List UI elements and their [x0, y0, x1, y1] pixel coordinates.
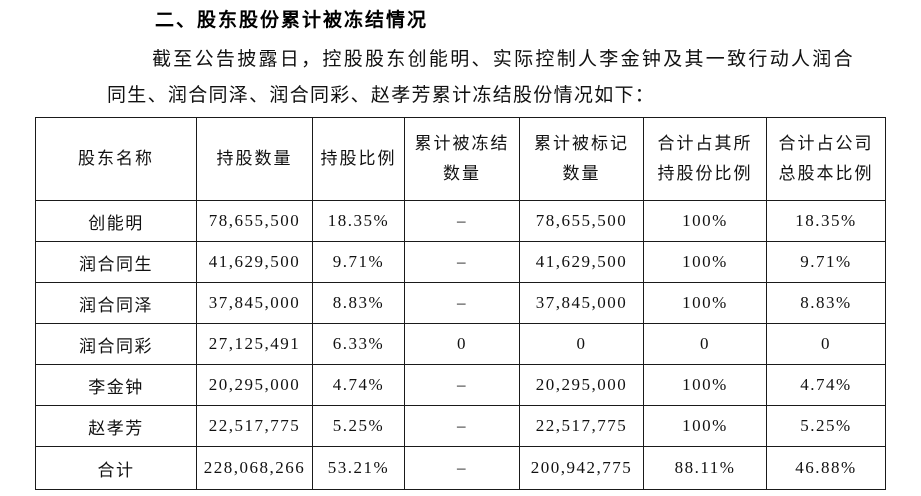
table-cell: 6.33%	[312, 323, 405, 365]
table-cell: 100%	[643, 241, 767, 283]
header-label-line1: 合计占其所	[657, 134, 753, 153]
table-cell: 37,845,000	[519, 282, 644, 324]
table-cell: –	[404, 241, 520, 283]
table-cell: 27,125,491	[196, 323, 313, 365]
table-cell: 润合同泽	[35, 282, 197, 324]
table-header: 股东名称 持股数量 持股比例 累计被冻结 数量 累计被标记 数量 合计占其所	[35, 117, 886, 201]
intro-paragraph-line-1: 截至公告披露日，控股股东创能明、实际控制人李金钟及其一致行动人润合	[152, 49, 855, 70]
table-cell: 5.25%	[312, 405, 405, 447]
table-cell: 合计	[35, 446, 197, 490]
header-label-line1: 累计被冻结	[414, 134, 510, 153]
column-header-holding-ratio: 持股比例	[312, 117, 405, 201]
header-label-line2: 总股本比例	[778, 164, 874, 183]
column-header-pct-of-held-shares: 合计占其所 持股份比例	[643, 117, 767, 201]
table-cell: 41,629,500	[519, 241, 644, 283]
table-row: 赵孝芳 22,517,775 5.25% – 22,517,775 100% 5…	[35, 405, 886, 447]
table-cell: 41,629,500	[196, 241, 313, 283]
header-label-line2: 数量	[562, 164, 601, 183]
table-row: 李金钟 20,295,000 4.74% – 20,295,000 100% 4…	[35, 364, 886, 406]
section-title: 二、股东股份累计被冻结情况	[155, 10, 429, 31]
header-label-line2: 持股份比例	[657, 164, 753, 183]
table-cell: –	[404, 282, 520, 324]
table-row: 润合同泽 37,845,000 8.83% – 37,845,000 100% …	[35, 282, 886, 324]
column-header-frozen-total: 累计被冻结 数量	[404, 117, 520, 201]
table-cell: 18.35%	[312, 200, 405, 242]
table-cell: 4.74%	[766, 364, 886, 406]
table-cell: 78,655,500	[196, 200, 313, 242]
table-cell: 润合同彩	[35, 323, 197, 365]
table-row: 创能明 78,655,500 18.35% – 78,655,500 100% …	[35, 200, 886, 242]
table-cell: 200,942,775	[519, 446, 644, 490]
frozen-shares-table: 股东名称 持股数量 持股比例 累计被冻结 数量 累计被标记 数量 合计占其所	[35, 117, 886, 490]
table-cell: 100%	[643, 405, 767, 447]
table-cell: –	[404, 405, 520, 447]
table-cell: 润合同生	[35, 241, 197, 283]
table-cell: 20,295,000	[519, 364, 644, 406]
table-cell: 赵孝芳	[35, 405, 197, 447]
header-label: 持股数量	[216, 149, 293, 168]
intro-paragraph-line-2: 同生、润合同泽、润合同彩、赵孝芳累计冻结股份情况如下：	[107, 85, 656, 106]
table-cell: 22,517,775	[196, 405, 313, 447]
header-label-line1: 合计占公司	[778, 134, 874, 153]
table-cell: 18.35%	[766, 200, 886, 242]
header-row: 股东名称 持股数量 持股比例 累计被冻结 数量 累计被标记 数量 合计占其所	[35, 117, 886, 201]
column-header-shareholder-name: 股东名称	[35, 117, 197, 201]
table-cell: 创能明	[35, 200, 197, 242]
table-cell: 53.21%	[312, 446, 405, 490]
table-row: 润合同生 41,629,500 9.71% – 41,629,500 100% …	[35, 241, 886, 283]
table-cell: 46.88%	[766, 446, 886, 490]
table-cell: 0	[519, 323, 644, 365]
table-cell: 李金钟	[35, 364, 197, 406]
table-body: 创能明 78,655,500 18.35% – 78,655,500 100% …	[35, 200, 886, 490]
header-label-line2: 数量	[443, 164, 481, 183]
table-cell: 0	[404, 323, 520, 365]
table-cell: 88.11%	[643, 446, 767, 490]
column-header-pct-of-total-capital: 合计占公司 总股本比例	[766, 117, 886, 201]
header-label-line1: 累计被标记	[534, 134, 629, 153]
table-cell: –	[404, 446, 520, 490]
column-header-marked-total: 累计被标记 数量	[519, 117, 644, 201]
table-row: 润合同彩 27,125,491 6.33% 0 0 0 0	[35, 323, 886, 365]
table-cell: 37,845,000	[196, 282, 313, 324]
table-cell: 228,068,266	[196, 446, 313, 490]
table-cell: 78,655,500	[519, 200, 644, 242]
table-cell: 4.74%	[312, 364, 405, 406]
table-cell: –	[404, 364, 520, 406]
table-cell: 100%	[643, 364, 767, 406]
table-cell: 100%	[643, 200, 767, 242]
table-cell: 20,295,000	[196, 364, 313, 406]
table-cell: 8.83%	[766, 282, 886, 324]
column-header-shares-held: 持股数量	[196, 117, 313, 201]
table-cell: 9.71%	[312, 241, 405, 283]
table-cell: 5.25%	[766, 405, 886, 447]
table-cell: 22,517,775	[519, 405, 644, 447]
header-label: 持股比例	[320, 149, 397, 168]
table-cell: 0	[766, 323, 886, 365]
table-row-total: 合计 228,068,266 53.21% – 200,942,775 88.1…	[35, 446, 886, 490]
table-cell: 9.71%	[766, 241, 886, 283]
header-label: 股东名称	[78, 149, 154, 168]
table-cell: 8.83%	[312, 282, 405, 324]
table-cell: –	[404, 200, 520, 242]
table-cell: 100%	[643, 282, 767, 324]
table-cell: 0	[643, 323, 767, 365]
